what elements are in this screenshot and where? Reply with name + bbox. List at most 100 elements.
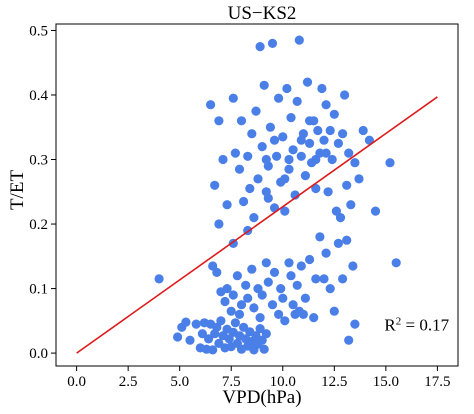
x-tick-label: 5.0 — [170, 374, 189, 390]
data-point — [286, 271, 296, 281]
x-tick-label: 2.5 — [119, 374, 138, 390]
data-point — [247, 129, 257, 139]
data-point — [350, 158, 360, 168]
data-point — [226, 306, 236, 316]
data-point — [284, 164, 294, 174]
y-tick-label: 0.2 — [29, 217, 48, 233]
data-point — [214, 116, 224, 126]
data-point — [276, 284, 286, 294]
data-point — [247, 264, 257, 274]
data-point — [259, 344, 269, 354]
y-tick-label: 0.5 — [29, 23, 48, 39]
data-point — [280, 174, 290, 184]
data-point — [358, 125, 368, 136]
r-squared-base: R — [384, 316, 396, 335]
y-axis: 0.0 0.1 0.2 0.3 0.4 0.5 — [29, 23, 56, 362]
x-axis-title: VPD(hPa) — [222, 387, 301, 408]
data-point — [210, 180, 220, 190]
data-point — [284, 154, 294, 165]
data-point — [370, 206, 381, 216]
data-point — [311, 183, 321, 194]
data-point — [236, 300, 247, 310]
data-point — [278, 293, 288, 303]
x-tick-label: 10.0 — [270, 374, 296, 390]
x-tick-label: 17.5 — [424, 374, 450, 390]
data-point — [317, 83, 327, 94]
data-point — [228, 290, 238, 300]
data-point — [338, 274, 348, 284]
data-point — [305, 116, 315, 126]
data-point — [329, 109, 339, 119]
data-point — [342, 180, 352, 190]
data-point — [338, 129, 348, 139]
data-point — [243, 151, 253, 161]
data-point — [204, 334, 214, 344]
y-tick-label: 0.1 — [29, 282, 48, 298]
data-point — [335, 213, 346, 223]
data-point — [212, 267, 222, 277]
data-point — [350, 319, 360, 329]
data-point — [173, 332, 183, 342]
r-squared-value: = 0.17 — [401, 316, 449, 335]
data-point — [329, 306, 339, 316]
data-point — [321, 100, 331, 110]
data-point — [305, 254, 315, 265]
data-point — [319, 274, 329, 284]
data-point — [300, 171, 310, 181]
data-point — [261, 258, 271, 268]
data-point — [214, 219, 224, 229]
data-point — [296, 261, 306, 271]
data-point — [255, 324, 265, 334]
data-point — [208, 345, 218, 355]
data-point — [267, 38, 278, 49]
data-point — [296, 151, 306, 161]
chart-title: US−KS2 — [228, 3, 297, 24]
data-point — [274, 309, 284, 319]
r-squared-superscript: 2 — [396, 316, 402, 328]
data-point — [311, 154, 321, 165]
data-point — [348, 261, 358, 271]
data-point — [257, 290, 267, 300]
data-point — [305, 138, 315, 148]
data-point — [292, 280, 302, 290]
data-point — [259, 80, 269, 90]
data-point — [292, 96, 302, 106]
data-point — [272, 151, 282, 161]
plot-frame — [55, 23, 459, 367]
data-point — [327, 154, 337, 165]
data-point — [391, 258, 401, 268]
data-point — [333, 138, 343, 148]
y-tick-label: 0.0 — [29, 346, 48, 362]
data-point — [249, 213, 259, 223]
data-point — [222, 284, 232, 294]
data-point — [257, 142, 267, 152]
data-point — [197, 329, 207, 339]
data-point — [185, 335, 195, 345]
data-point — [340, 90, 350, 100]
data-point — [218, 154, 228, 165]
data-point — [255, 42, 265, 52]
data-point — [249, 303, 259, 313]
data-point — [364, 135, 374, 145]
data-point — [280, 316, 290, 326]
data-point — [288, 300, 298, 310]
data-point — [344, 148, 354, 158]
data-point — [274, 93, 284, 103]
data-point — [346, 200, 356, 210]
data-point — [286, 113, 296, 123]
data-point — [342, 235, 352, 245]
data-point — [269, 135, 280, 145]
regression-line — [76, 96, 438, 354]
y-tick-label: 0.3 — [29, 153, 48, 169]
x-axis: 0.0 2.5 5.0 7.5 10.0 12.5 15.0 17.5 — [67, 366, 451, 390]
data-point — [280, 206, 290, 216]
data-point — [228, 93, 238, 103]
data-point — [265, 122, 275, 132]
data-point — [251, 106, 261, 116]
data-point — [311, 274, 321, 284]
data-point — [315, 232, 325, 242]
y-tick-label: 0.4 — [29, 88, 48, 104]
data-point — [309, 313, 319, 323]
data-point — [206, 100, 216, 110]
